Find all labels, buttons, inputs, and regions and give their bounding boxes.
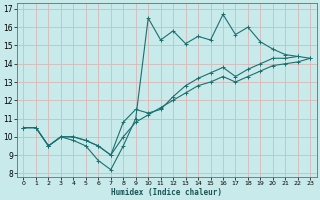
X-axis label: Humidex (Indice chaleur): Humidex (Indice chaleur) <box>111 188 222 197</box>
